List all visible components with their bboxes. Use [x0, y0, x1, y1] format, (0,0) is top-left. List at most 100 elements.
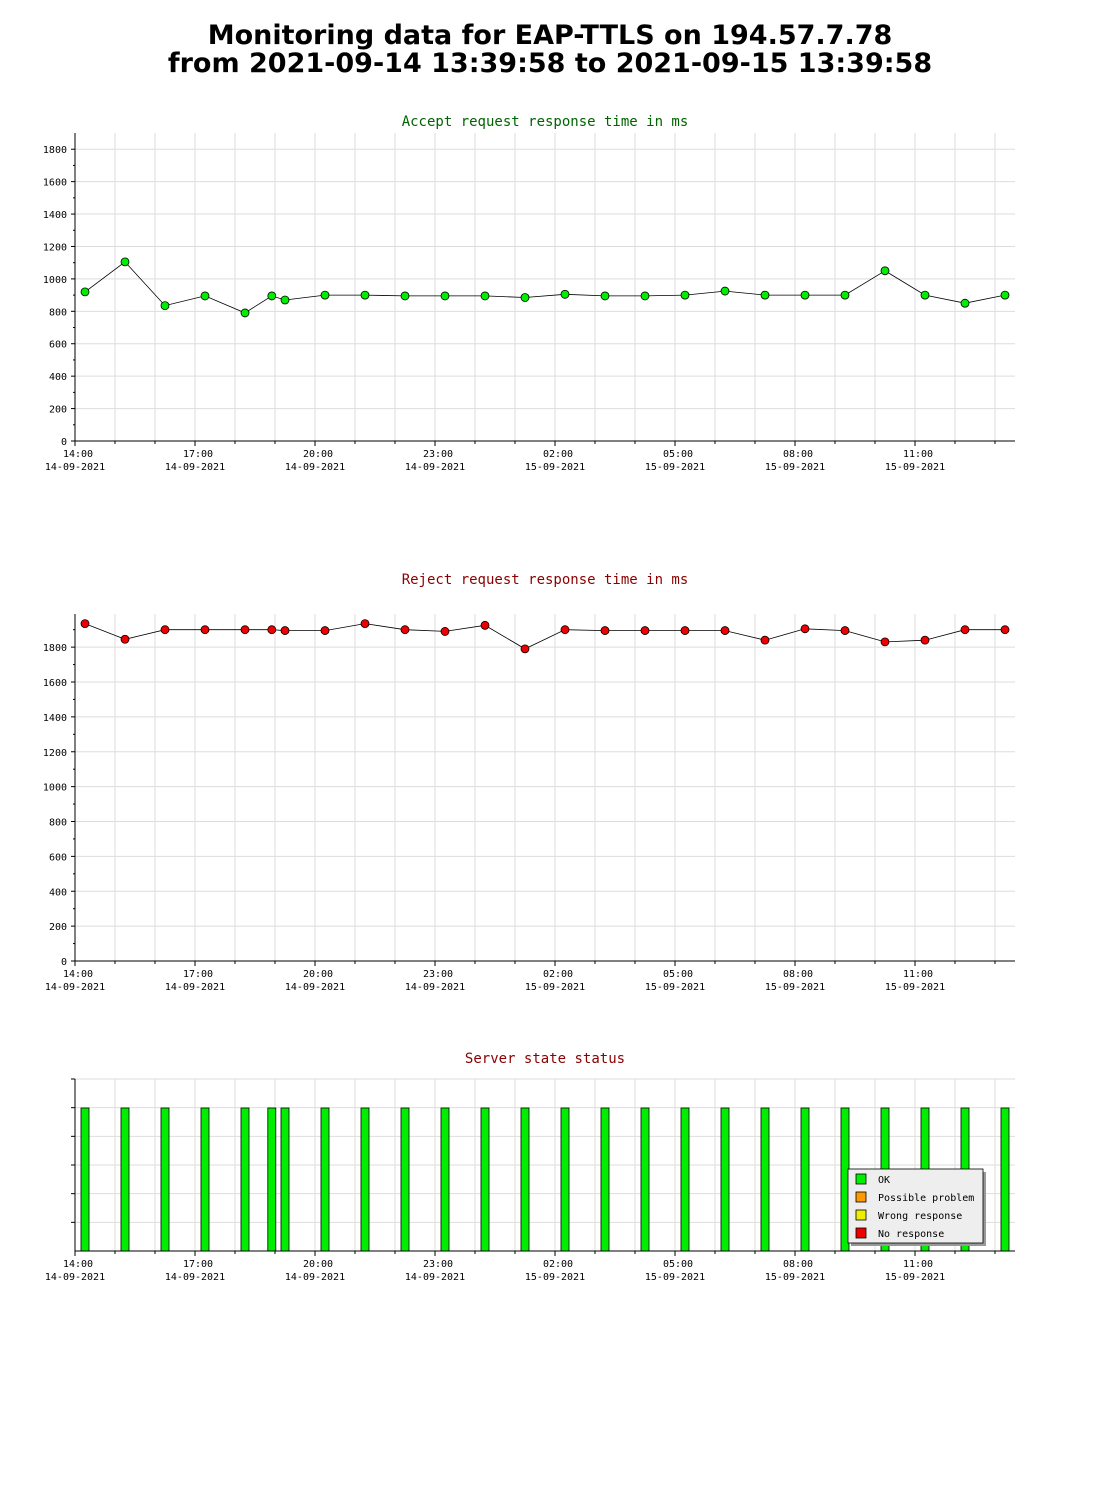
legend-label: Wrong response: [878, 1211, 962, 1222]
data-point: [680, 290, 690, 300]
x-tick-label-time: 11:00: [903, 1259, 933, 1270]
x-tick-label-time: 23:00: [423, 449, 453, 460]
chart-title: Accept request response time in ms: [402, 114, 689, 130]
x-tick-label-time: 20:00: [303, 1259, 333, 1270]
y-tick-label: 1000: [43, 275, 67, 286]
data-point: [320, 290, 330, 300]
y-tick-label: 400: [49, 372, 67, 383]
x-tick-label-date: 14-09-2021: [405, 462, 465, 473]
page-title-line-1: Monitoring data for EAP-TTLS on 194.57.7…: [207, 20, 893, 51]
status-bar: [267, 1107, 277, 1252]
data-point: [80, 287, 90, 297]
status-bar: [600, 1107, 610, 1252]
data-point: [1000, 290, 1010, 300]
data-point: [160, 301, 170, 311]
y-tick-label: 1800: [43, 643, 67, 654]
data-point: [560, 289, 570, 299]
data-point: [360, 290, 370, 300]
y-tick-label: 1000: [43, 783, 67, 794]
status-bar: [760, 1107, 770, 1252]
data-point: [200, 291, 210, 301]
legend-swatch: [855, 1191, 867, 1203]
data-point: [267, 625, 277, 635]
x-tick-label-time: 08:00: [783, 449, 813, 460]
data-point: [520, 644, 530, 654]
status-bar: [400, 1107, 410, 1252]
status-bar: [200, 1107, 210, 1252]
status-bar: [480, 1107, 490, 1252]
x-tick-label-time: 17:00: [183, 449, 213, 460]
data-point: [640, 291, 650, 301]
data-point: [800, 624, 810, 634]
legend: OK Possible problem Wrong response No respo…: [847, 1168, 986, 1246]
x-tick-label-time: 02:00: [543, 1259, 573, 1270]
data-point: [80, 619, 90, 628]
y-tick-label: 200: [49, 405, 67, 416]
y-tick-label: 0: [61, 437, 67, 448]
x-tick-label-time: 14:00: [63, 1259, 93, 1270]
x-tick-label-time: 11:00: [903, 969, 933, 980]
data-point: [120, 634, 130, 644]
data-point: [400, 291, 410, 301]
x-tick-label-time: 05:00: [663, 449, 693, 460]
x-tick-label-date: 14-09-2021: [285, 1272, 345, 1283]
x-tick-label-time: 14:00: [63, 969, 93, 980]
status-bar: [560, 1107, 570, 1252]
status-bar: [640, 1107, 650, 1252]
status-bar: [440, 1107, 450, 1252]
x-tick-label-date: 14-09-2021: [45, 462, 105, 473]
data-point: [240, 308, 250, 318]
x-tick-label-date: 14-09-2021: [165, 462, 225, 473]
x-tick-label-time: 02:00: [543, 449, 573, 460]
status-bar: [520, 1107, 530, 1252]
x-tick-label-date: 14-09-2021: [165, 1272, 225, 1283]
data-point: [720, 626, 730, 635]
x-tick-label-date: 15-09-2021: [525, 462, 585, 473]
chart-1: Accept request response time in ms 0 200 40…: [43, 114, 1015, 473]
data-point: [680, 626, 690, 635]
data-point: [760, 635, 770, 645]
data-point: [440, 291, 450, 301]
page-title: Monitoring data for EAP-TTLS on 194.57.7…: [0, 22, 1100, 78]
data-point: [960, 625, 970, 635]
data-point: [320, 626, 330, 635]
data-point: [440, 627, 450, 636]
x-tick-label-date: 15-09-2021: [885, 1272, 945, 1283]
data-point: [480, 620, 490, 630]
status-bar: [800, 1107, 810, 1252]
x-tick-label-date: 14-09-2021: [285, 982, 345, 993]
data-point: [600, 291, 610, 301]
data-point: [280, 626, 290, 635]
status-bar: [240, 1107, 250, 1252]
data-point: [920, 290, 930, 300]
series-line: [84, 623, 1005, 650]
status-bar: [160, 1107, 170, 1252]
chart-3: Server state status OK Possible problem Wro…: [45, 1051, 1015, 1283]
x-tick-label-date: 14-09-2021: [405, 982, 465, 993]
x-tick-label-date: 15-09-2021: [525, 1272, 585, 1283]
x-tick-label-time: 05:00: [663, 1259, 693, 1270]
data-point: [760, 290, 770, 300]
chart-title: Server state status: [465, 1051, 625, 1067]
data-point: [960, 298, 970, 308]
y-tick-label: 0: [61, 957, 67, 968]
x-tick-label-time: 14:00: [63, 449, 93, 460]
data-point: [640, 626, 650, 635]
status-bar: [680, 1107, 690, 1252]
y-tick-label: 1600: [43, 178, 67, 189]
y-tick-label: 1200: [43, 748, 67, 759]
x-tick-label-time: 08:00: [783, 1259, 813, 1270]
chart-title: Reject request response time in ms: [402, 572, 689, 588]
data-point: [160, 625, 170, 635]
data-point: [720, 286, 730, 296]
data-point: [800, 290, 810, 300]
status-bar: [280, 1107, 290, 1252]
status-bar: [320, 1107, 330, 1252]
data-point: [840, 290, 850, 300]
y-tick-label: 800: [49, 818, 67, 829]
x-tick-label-time: 17:00: [183, 1259, 213, 1270]
x-tick-label-time: 20:00: [303, 969, 333, 980]
data-point: [240, 625, 250, 635]
data-point: [880, 637, 890, 647]
legend-label: Possible problem: [878, 1193, 974, 1204]
